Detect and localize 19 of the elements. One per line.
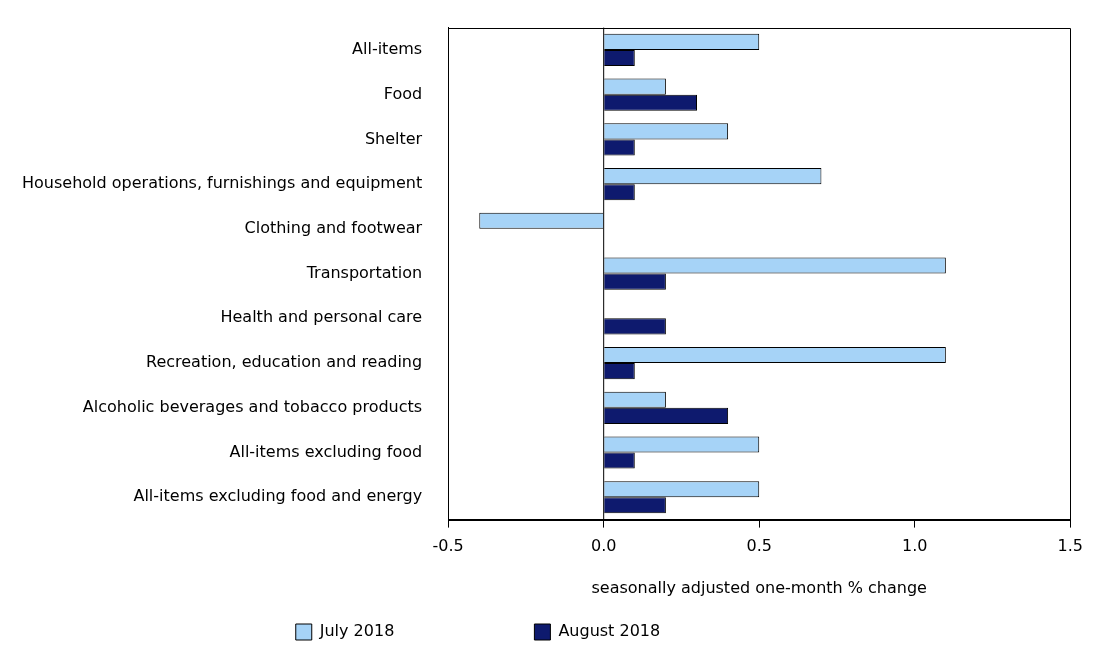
y-tick-label: All-items excluding food and energy [133,486,423,506]
x-axis-title: seasonally adjusted one-month % change [591,577,927,597]
legend-label: August 2018 [558,621,783,641]
y-tick-label: Shelter [364,128,423,148]
y-tick-label: Recreation, education and reading [145,352,423,372]
y-tick-label: Health and personal care [220,307,423,327]
x-tick-label: -0.5 [432,536,464,556]
x-tick-label: 0.0 [590,536,617,556]
y-tick-label: All-items excluding food [229,441,423,461]
x-tick-label: 1.0 [902,536,928,556]
x-tick-label: 0.5 [746,536,772,556]
y-tick-label: All-items [352,39,423,59]
y-tick-label: Food [383,83,423,103]
x-tick-label: 1.5 [1057,536,1083,556]
legend-label: July 2018 [318,621,517,641]
y-tick-label: Clothing and footwear [244,218,423,238]
y-tick-label: Household operations, furnishings and equipment [22,173,423,193]
y-tick-label: Transportation [305,262,423,282]
y-tick-label: Alcoholic beverages and tobacco products [82,396,423,416]
